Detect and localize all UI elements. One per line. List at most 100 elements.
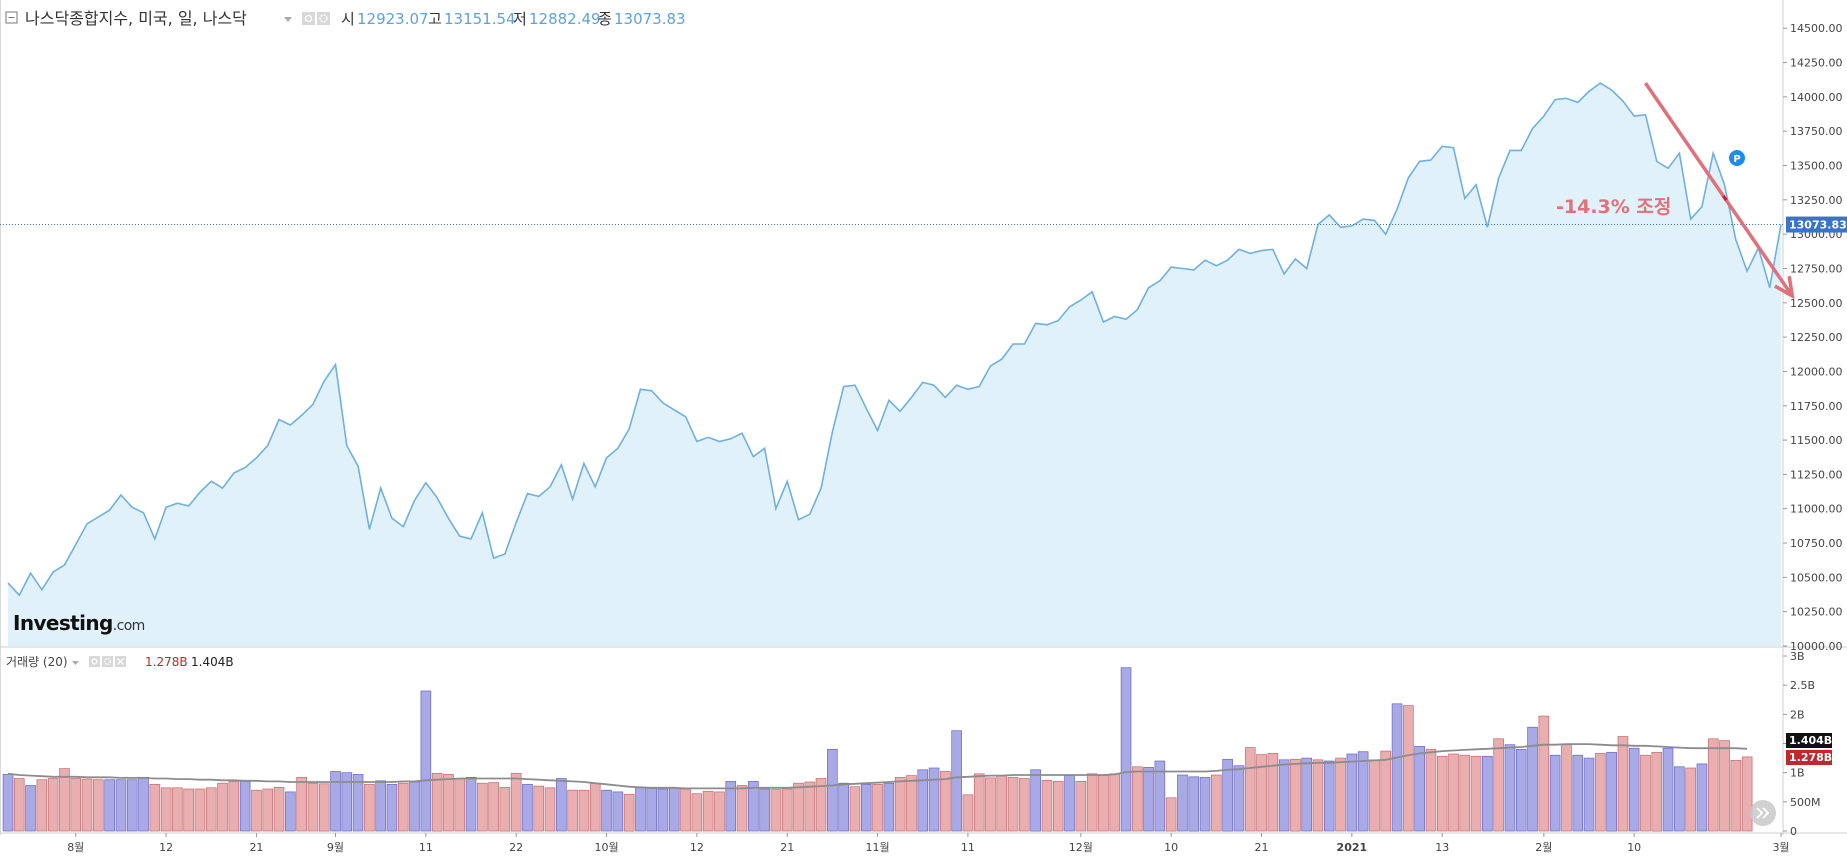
volume-bar[interactable] [1425,748,1437,832]
volume-bar[interactable] [1617,736,1629,832]
volume-bar[interactable] [307,782,319,832]
volume-bar[interactable] [13,778,25,832]
volume-bar[interactable] [70,778,82,832]
volume-bar[interactable] [375,780,386,832]
volume-bar[interactable] [1595,753,1606,832]
volume-bar[interactable] [149,783,161,832]
volume-bar[interactable] [36,779,48,832]
volume-bar[interactable] [1007,776,1019,832]
volume-bar[interactable] [397,782,409,832]
volume-bar[interactable] [714,791,725,832]
volume-bar[interactable] [25,785,36,832]
volume-bar[interactable] [1244,747,1256,832]
volume-bar[interactable] [1165,797,1177,832]
volume-bar[interactable] [1448,753,1459,832]
volume-bar[interactable] [81,778,93,832]
volume-bar[interactable] [1323,760,1335,832]
gear-icon[interactable] [317,12,330,25]
caret-down-icon[interactable] [72,661,79,665]
volume-bar[interactable] [522,783,533,832]
volume-bar[interactable] [1380,750,1392,832]
volume-bar[interactable] [1211,774,1222,832]
volume-bar[interactable] [1561,744,1572,832]
volume-bar[interactable] [736,785,748,832]
volume-bar[interactable] [1369,759,1380,832]
volume-bar[interactable] [1312,759,1324,832]
volume-bar[interactable] [1109,773,1121,832]
volume-bar[interactable] [1696,763,1708,832]
volume-bar[interactable] [1651,751,1663,832]
volume-bar[interactable] [973,773,985,832]
volume-bar[interactable] [1403,705,1414,832]
volume-bar[interactable] [1143,767,1154,832]
volume-bar[interactable] [578,789,590,832]
volume-bar[interactable] [567,789,578,832]
volume-bar[interactable] [386,783,398,832]
volume-bar[interactable] [1177,774,1188,832]
volume-bar[interactable] [770,789,782,832]
volume-bar[interactable] [612,791,624,832]
volume-bar[interactable] [1256,754,1267,832]
volume-bar[interactable] [1436,755,1448,832]
volume-bar[interactable] [1459,754,1471,832]
volume-bar[interactable] [1515,748,1527,832]
volume-bar[interactable] [962,794,974,832]
volume-bar[interactable] [691,793,703,832]
volume-bar[interactable] [1470,755,1482,832]
price-line[interactable] [7,82,1782,597]
volume-bar[interactable] [59,768,70,832]
volume-bar[interactable] [748,781,759,832]
volume-bar[interactable] [1527,726,1538,832]
volume-bar[interactable] [352,774,364,832]
volume-bar[interactable] [985,777,996,832]
volume-bar[interactable] [1572,754,1584,832]
volume-bar[interactable] [1132,766,1143,832]
volume-bar[interactable] [1075,781,1087,832]
minus-square-icon[interactable] [5,11,18,24]
volume-bar[interactable] [205,787,217,832]
volume-bar[interactable] [296,776,307,832]
volume-bar[interactable] [928,767,940,832]
p-marker[interactable]: P [1729,150,1745,166]
volume-title[interactable]: 거래량 (20) [6,655,68,669]
volume-bar[interactable] [702,790,714,832]
volume-bar[interactable] [93,779,104,832]
volume-bar[interactable] [940,771,951,832]
volume-bar[interactable] [635,787,646,832]
volume-bar[interactable] [409,781,420,832]
volume-bar[interactable] [1549,754,1561,832]
volume-bar[interactable] [1233,765,1245,832]
volume-bar[interactable] [341,772,353,832]
scroll-right-button[interactable] [1750,800,1776,826]
volume-bar[interactable] [1583,757,1595,832]
volume-bar[interactable] [657,788,669,832]
volume-bar[interactable] [1741,756,1753,832]
volume-bar[interactable] [454,778,466,832]
volume-bar[interactable] [217,782,228,832]
volume-bar[interactable] [793,782,804,832]
volume-bar[interactable] [996,775,1008,832]
volume-bar[interactable] [1267,753,1279,832]
volume-bar[interactable] [1493,738,1504,832]
volume-bar[interactable] [499,786,511,832]
volume-bar[interactable] [1662,747,1674,832]
volume-bar[interactable] [160,787,172,832]
volume-bar[interactable] [1719,740,1730,832]
volume-bar[interactable] [1685,767,1696,832]
volume-bar[interactable] [138,776,149,832]
volume-bar[interactable] [725,781,737,832]
volume-bar[interactable] [759,788,770,832]
volume-bar[interactable] [330,771,341,832]
volume-bar[interactable] [1482,755,1493,832]
volume-bar[interactable] [228,781,240,832]
volume-bar[interactable] [1391,703,1403,832]
volume-bar[interactable] [1290,758,1301,832]
volume-bar[interactable] [1346,753,1358,832]
volume-bar[interactable] [239,781,251,832]
volume-bar[interactable] [2,774,14,832]
volume-bar[interactable] [172,787,183,832]
volume-bar[interactable] [917,769,929,832]
volume-bar[interactable] [183,788,194,832]
volume-bar[interactable] [420,690,432,832]
correction-annotation[interactable]: -14.3% 조정 [1556,82,1795,300]
